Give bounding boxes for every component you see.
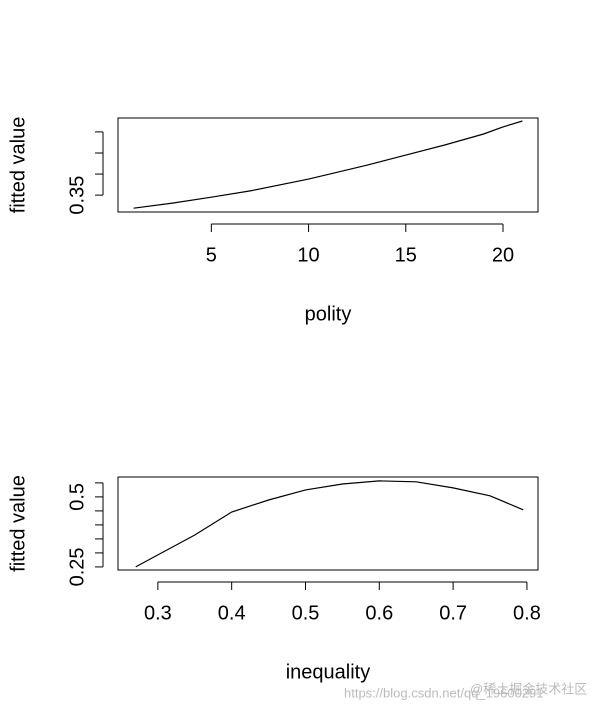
y-axis-label: fitted value: [7, 117, 29, 214]
watermark-site: @稀土掘金技术社区: [470, 681, 587, 696]
watermark-url: https://blog.csdn.net/qq_19600291: [344, 685, 544, 700]
x-tick-label: 15: [395, 244, 417, 266]
plot-box: [117, 117, 539, 213]
y-tick-label: 0.35: [66, 176, 88, 215]
x-tick-label: 5: [206, 244, 217, 266]
x-tick-label: 20: [492, 244, 514, 266]
x-tick-label: 0.4: [218, 602, 246, 624]
x-tick-label: 0.8: [513, 602, 541, 624]
x-tick-label: 0.6: [365, 602, 393, 624]
fitted-line: [133, 120, 523, 209]
x-tick-label: 0.7: [439, 602, 467, 624]
x-tick-label: 10: [297, 244, 319, 266]
plot-box: [117, 476, 539, 571]
x-axis-label: polity: [305, 303, 352, 325]
y-tick-label: 0.25: [66, 547, 88, 586]
x-tick-label: 0.3: [144, 602, 172, 624]
fitted-line: [135, 480, 524, 568]
y-tick-label: 0.5: [66, 483, 88, 511]
y-axis-label: fitted value: [7, 475, 29, 572]
x-axis-label: inequality: [286, 661, 371, 683]
x-tick-label: 0.5: [292, 602, 320, 624]
